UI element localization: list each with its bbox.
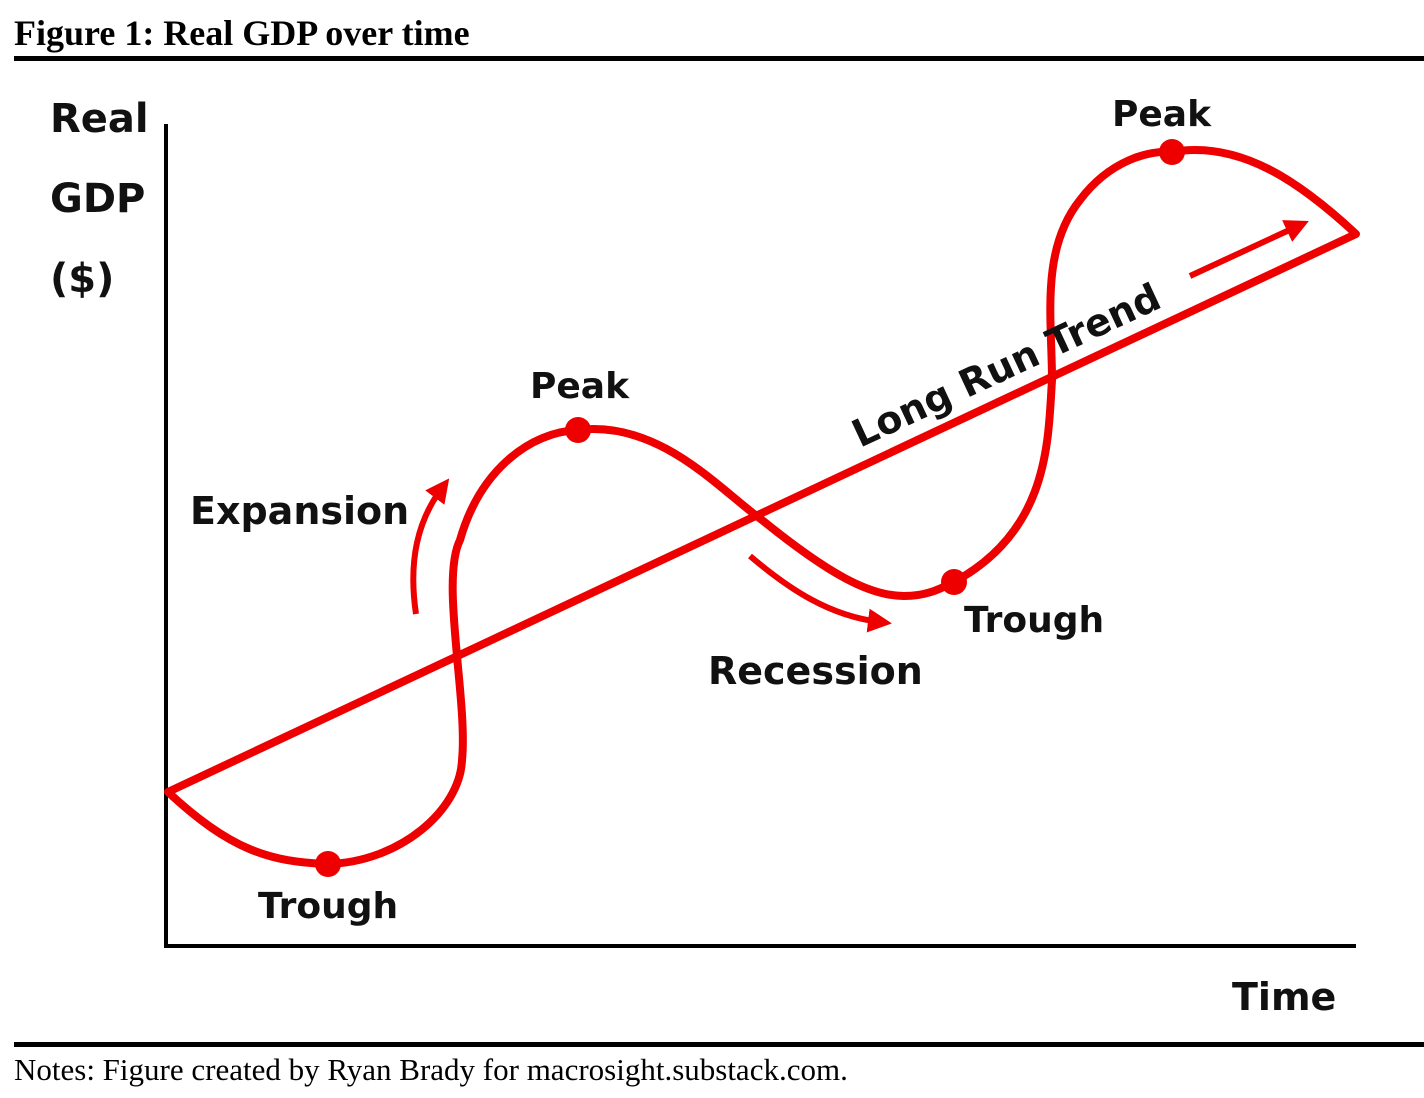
- y-axis-label-line-3: ($): [50, 256, 114, 302]
- trough-point-1: [315, 851, 341, 877]
- figure-notes: Notes: Figure created by Ryan Brady for …: [14, 1052, 848, 1087]
- recession-label: Recession: [708, 649, 923, 693]
- x-axis-label: Time: [1232, 975, 1336, 1019]
- recession-arrow: [748, 553, 892, 633]
- peak-point-2: [1159, 139, 1185, 165]
- trend-label: Long Run Trend: [845, 275, 1167, 456]
- figure-title: Figure 1: Real GDP over time: [14, 13, 470, 53]
- business-cycle-curve: [164, 145, 1360, 869]
- notes-rule: [14, 1042, 1424, 1047]
- trend-arrow: [1188, 220, 1309, 279]
- expansion-arrow: [410, 478, 450, 615]
- trough-point-2: [941, 569, 967, 595]
- trough-label-2: Trough: [964, 600, 1104, 641]
- title-rule: [14, 56, 1424, 61]
- peak-label-2: Peak: [1112, 94, 1212, 135]
- trend-line: [166, 230, 1358, 796]
- peak-point-1: [565, 417, 591, 443]
- trough-label-1: Trough: [258, 886, 398, 927]
- expansion-label: Expansion: [190, 489, 409, 533]
- peak-label-1: Peak: [530, 366, 630, 407]
- y-axis-label-line-1: Real: [50, 96, 149, 142]
- y-axis-label-line-2: GDP: [50, 176, 145, 222]
